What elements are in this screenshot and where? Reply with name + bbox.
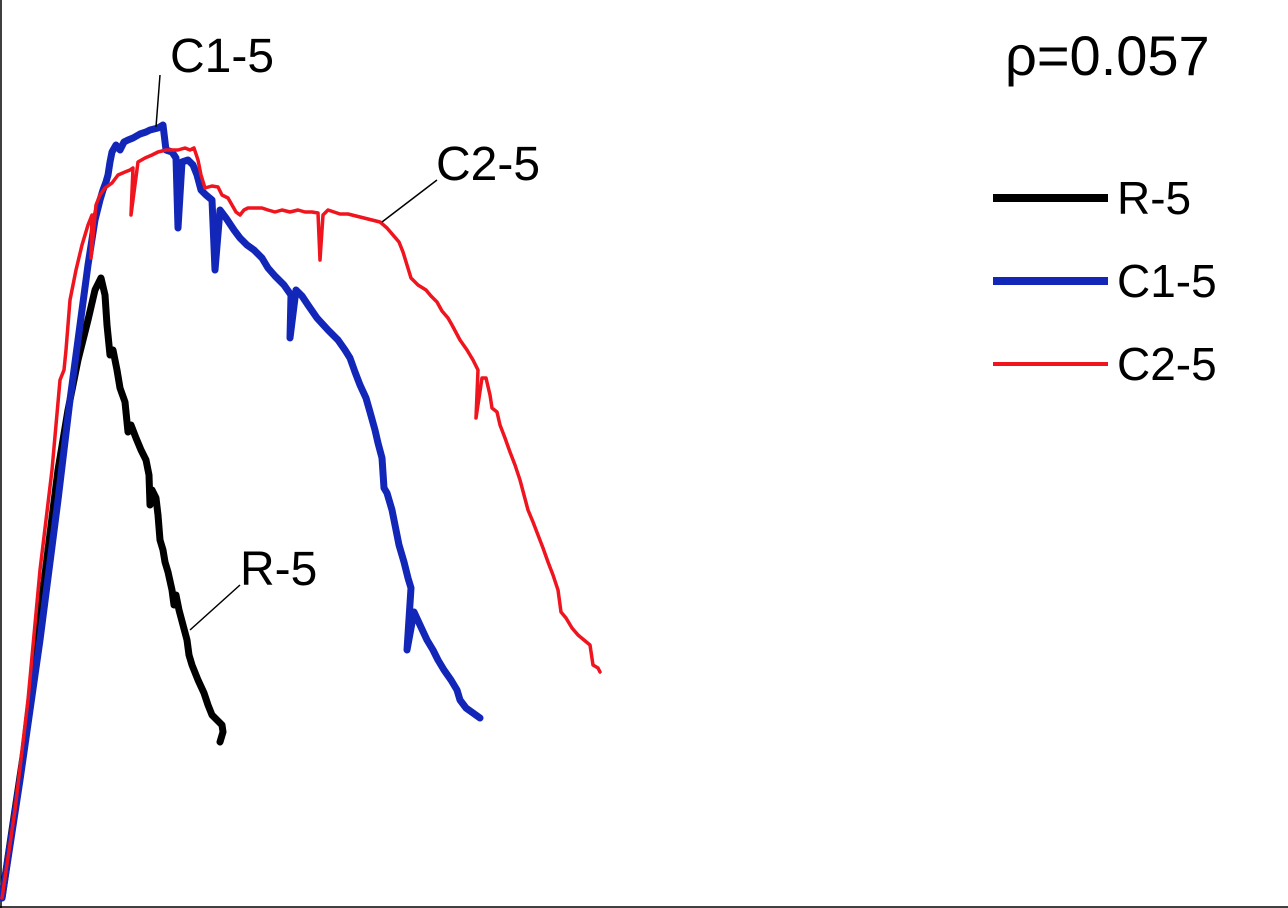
curve-label-c1-5: C1-5 — [170, 30, 274, 83]
label-leader-c2-5 — [381, 179, 438, 223]
legend-label-c1-5: C1-5 — [1117, 255, 1217, 307]
series-line-r-5 — [0, 274, 227, 902]
series-line-c1-5 — [0, 121, 484, 902]
series-line-c2-5 — [0, 146, 602, 900]
legend: R-5 C1-5 C2-5 — [993, 172, 1217, 390]
curve-label-r-5: R-5 — [240, 543, 317, 596]
label-leader-c1-5 — [155, 74, 161, 128]
curve-label-c2-5: C2-5 — [436, 138, 540, 191]
legend-label-r-5: R-5 — [1117, 172, 1191, 224]
rho-annotation: ρ=0.057 — [1005, 24, 1210, 87]
series-layer — [0, 121, 602, 902]
legend-label-c2-5: C2-5 — [1117, 338, 1217, 390]
label-leader-r-5 — [189, 584, 241, 631]
